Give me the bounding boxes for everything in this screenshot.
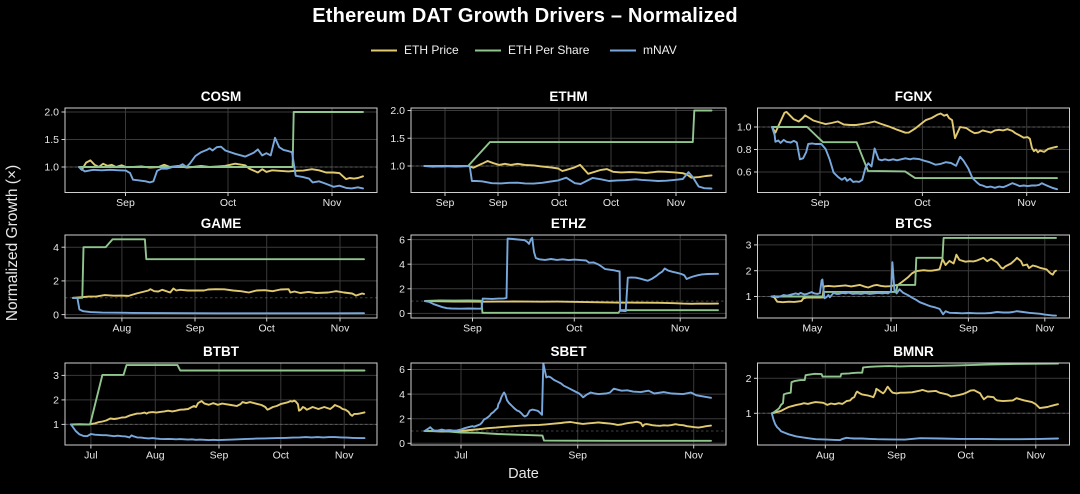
svg-text:Oct: Oct	[551, 197, 567, 209]
svg-text:1: 1	[746, 408, 752, 420]
svg-text:ETH Per Share: ETH Per Share	[508, 43, 590, 57]
svg-text:4: 4	[399, 259, 405, 271]
svg-text:0.8: 0.8	[737, 144, 752, 156]
svg-text:2: 2	[746, 373, 752, 385]
svg-text:FGNX: FGNX	[895, 89, 933, 104]
svg-text:Oct: Oct	[914, 197, 930, 209]
svg-text:Nov: Nov	[671, 323, 690, 335]
svg-text:Sep: Sep	[568, 450, 587, 462]
svg-text:2.0: 2.0	[44, 107, 59, 119]
svg-text:Oct: Oct	[273, 450, 289, 462]
svg-text:BTBT: BTBT	[203, 344, 240, 359]
svg-text:Aug: Aug	[816, 450, 835, 462]
svg-text:ETH Price: ETH Price	[404, 43, 459, 57]
svg-text:Sep: Sep	[116, 197, 135, 209]
svg-text:1: 1	[53, 419, 59, 431]
svg-text:3: 3	[53, 370, 59, 382]
svg-text:2: 2	[746, 265, 752, 277]
svg-text:4: 4	[399, 389, 405, 401]
svg-text:Oct: Oct	[220, 197, 236, 209]
svg-text:May: May	[802, 323, 823, 335]
svg-text:2: 2	[399, 413, 405, 425]
svg-text:Sep: Sep	[811, 197, 830, 209]
svg-text:6: 6	[399, 364, 405, 376]
svg-text:Jul: Jul	[454, 450, 467, 462]
svg-text:ETHM: ETHM	[549, 89, 587, 104]
svg-text:4: 4	[53, 242, 59, 254]
svg-text:1.5: 1.5	[390, 133, 405, 145]
svg-text:Sep: Sep	[959, 323, 978, 335]
svg-text:Nov: Nov	[1035, 323, 1054, 335]
svg-text:3: 3	[746, 240, 752, 252]
svg-text:SBET: SBET	[550, 344, 587, 359]
svg-text:1.0: 1.0	[390, 161, 405, 173]
svg-text:Sep: Sep	[436, 197, 455, 209]
svg-text:COSM: COSM	[201, 89, 242, 104]
svg-text:2: 2	[399, 284, 405, 296]
svg-text:Normalized Growth (×): Normalized Growth (×)	[4, 165, 21, 321]
svg-text:Sep: Sep	[887, 450, 906, 462]
svg-text:Oct: Oct	[259, 323, 275, 335]
svg-text:Ethereum DAT Growth Drivers –: Ethereum DAT Growth Drivers – Normalized	[312, 5, 738, 27]
svg-text:Oct: Oct	[957, 450, 973, 462]
svg-text:0.6: 0.6	[737, 167, 752, 179]
svg-text:BTCS: BTCS	[895, 216, 932, 231]
svg-text:1.0: 1.0	[44, 162, 59, 174]
svg-text:Date: Date	[508, 466, 539, 482]
svg-text:Sep: Sep	[463, 323, 482, 335]
svg-text:Sep: Sep	[186, 323, 205, 335]
svg-text:Sep: Sep	[489, 197, 508, 209]
svg-text:0: 0	[399, 438, 405, 450]
svg-text:0: 0	[53, 309, 59, 321]
svg-text:2.0: 2.0	[390, 105, 405, 117]
svg-text:ETHZ: ETHZ	[551, 216, 586, 231]
svg-text:6: 6	[399, 234, 405, 246]
svg-text:0: 0	[399, 308, 405, 320]
svg-text:Nov: Nov	[1017, 197, 1036, 209]
svg-text:GAME: GAME	[201, 216, 242, 231]
svg-text:Nov: Nov	[335, 450, 354, 462]
svg-text:Oct: Oct	[566, 323, 582, 335]
svg-text:1: 1	[746, 291, 752, 303]
svg-text:2: 2	[53, 395, 59, 407]
svg-text:Aug: Aug	[146, 450, 165, 462]
svg-text:Nov: Nov	[667, 197, 686, 209]
svg-text:Sep: Sep	[210, 450, 229, 462]
svg-text:1.5: 1.5	[44, 134, 59, 146]
svg-text:Nov: Nov	[331, 323, 350, 335]
svg-text:2: 2	[53, 276, 59, 288]
svg-text:Jul: Jul	[84, 450, 97, 462]
svg-text:BMNR: BMNR	[893, 344, 934, 359]
svg-text:Nov: Nov	[684, 450, 703, 462]
svg-text:Oct: Oct	[603, 197, 619, 209]
svg-text:Nov: Nov	[1026, 450, 1045, 462]
svg-text:Nov: Nov	[323, 197, 342, 209]
svg-text:Aug: Aug	[113, 323, 132, 335]
svg-text:1.0: 1.0	[737, 122, 752, 134]
svg-text:mNAV: mNAV	[643, 43, 677, 57]
svg-text:Jul: Jul	[884, 323, 897, 335]
